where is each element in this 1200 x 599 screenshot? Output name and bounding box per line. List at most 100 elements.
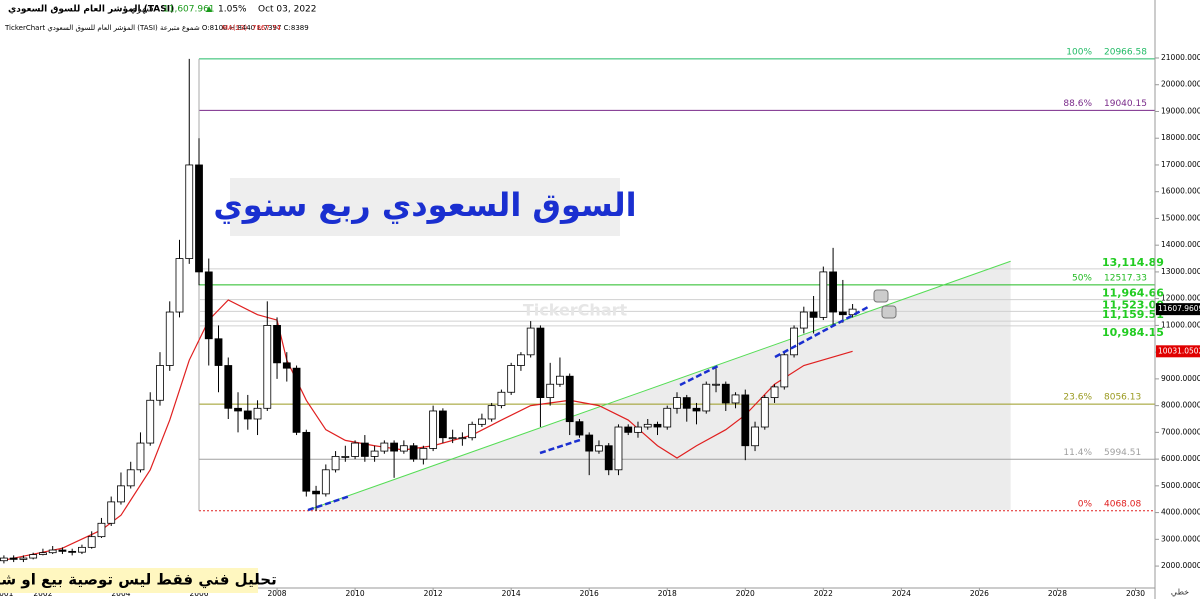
y-tick-label: 8000.0000 — [1161, 401, 1200, 410]
y-tick-label: 19000.0000 — [1161, 106, 1200, 115]
x-tick-label: 2001 — [0, 589, 14, 598]
date: Oct 03, 2022 — [258, 5, 317, 15]
candle-body — [126, 469, 135, 487]
candle-body — [517, 354, 525, 366]
candle-body — [175, 258, 184, 313]
candle-body — [234, 407, 242, 412]
x-tick-label: 2028 — [1048, 589, 1067, 598]
candle-body — [848, 308, 857, 316]
instrument-name: المؤشر العام للسوق السعودي (TASI) — [8, 5, 174, 15]
candle-body — [731, 394, 740, 404]
candle-body — [48, 549, 57, 554]
candle-body — [107, 501, 116, 524]
candle-body — [68, 550, 77, 553]
candle-body — [253, 407, 262, 420]
thumb-up-icon — [873, 289, 889, 303]
x-tick-label: 2006 — [189, 589, 208, 598]
candle-body — [9, 557, 18, 560]
x-tick-label: 2012 — [424, 589, 443, 598]
fib-price: 20966.58 — [1104, 47, 1147, 57]
up-arrow — [206, 6, 212, 12]
candle-body — [507, 365, 516, 393]
footnote: تحليل فني فقط ليس توصية بيع او شراء — [0, 571, 277, 589]
candle-body — [224, 365, 233, 409]
x-tick-label: 2018 — [658, 589, 677, 598]
y-tick-label: 7000.0000 — [1161, 427, 1200, 436]
candle-body — [604, 445, 613, 471]
support-dash — [307, 494, 351, 512]
candle-body — [214, 338, 223, 366]
last-price: 11,607.961 — [163, 5, 215, 15]
candle-body — [39, 552, 47, 555]
y-tick-label: 18000.0000 — [1161, 133, 1200, 142]
y-tick-label: 17000.0000 — [1161, 160, 1200, 169]
y-tick-label: 6000.0000 — [1161, 454, 1200, 463]
y-tick-label: 4000.0000 — [1161, 508, 1200, 517]
period: شهري — [130, 5, 154, 15]
candle-body — [809, 311, 818, 318]
level-label: 11,523.00 — [1102, 298, 1164, 311]
candle-body — [741, 394, 750, 447]
candle-body — [526, 327, 535, 356]
candle-body — [624, 426, 633, 433]
candle-body — [497, 391, 506, 407]
y-tick-label: 12000.0000 — [1161, 294, 1200, 303]
candle-body — [390, 442, 399, 452]
ma-label: MA(13) — [222, 24, 247, 32]
candle-body — [263, 324, 272, 409]
candle-body — [204, 271, 213, 340]
candle-body — [429, 410, 438, 449]
candle-body — [702, 383, 711, 412]
watermark: TickerChart — [523, 301, 628, 320]
candle-body — [556, 375, 564, 385]
candle-body — [282, 362, 291, 369]
candle-body — [351, 442, 359, 457]
x-tick-label: 2004 — [111, 589, 130, 598]
ma-value: 7867.74 — [252, 24, 281, 32]
candle-body — [78, 546, 86, 553]
candle-body — [458, 437, 467, 440]
title: السوق السعودي ربع سنوي — [213, 186, 636, 224]
candle-body — [419, 448, 428, 460]
candle-body — [409, 445, 418, 460]
x-tick-label: 2030 — [1126, 589, 1145, 598]
x-tick-label: 2024 — [892, 589, 911, 598]
y-tick-label: 3000.0000 — [1161, 534, 1200, 543]
candle-body — [468, 423, 477, 439]
y-tick-label: 9000.0000 — [1161, 374, 1200, 383]
x-tick-label: 2002 — [33, 589, 52, 598]
candle-body — [321, 469, 330, 495]
candle-body — [546, 383, 555, 399]
price-badge — [1156, 345, 1200, 358]
ohlc-line: TickerChart المؤشر العام للسوق السعودي (… — [4, 24, 309, 32]
candle-body — [195, 164, 203, 273]
fib-ratio: 88.6% — [1063, 99, 1092, 109]
candle-body — [185, 164, 194, 259]
price-badge — [1156, 303, 1200, 316]
candle-body — [721, 383, 730, 404]
change: 1.05% — [218, 5, 247, 15]
candle-body — [692, 407, 701, 412]
fib-price: 5994.51 — [1104, 448, 1141, 458]
footnote-box — [0, 568, 258, 593]
support-dash — [679, 364, 719, 387]
level-label: 13,114.89 — [1102, 256, 1164, 269]
candle-body — [156, 365, 164, 401]
fib-ratio: 100% — [1066, 47, 1092, 57]
candle-body — [799, 311, 808, 329]
price-badge-label: 11607.9609 — [1158, 304, 1200, 313]
fib-price: 4068.08 — [1104, 499, 1141, 509]
candle-body — [673, 397, 681, 409]
candle-body — [87, 536, 96, 548]
candle-body — [165, 311, 174, 366]
candle-body — [712, 383, 720, 386]
candle-body — [399, 445, 408, 452]
candle-body — [614, 426, 623, 471]
candle-body — [565, 375, 574, 423]
title-box — [230, 178, 620, 236]
candle-body — [331, 456, 340, 471]
candle-body — [243, 410, 252, 420]
x-tick-label: 2026 — [970, 589, 989, 598]
candle-body — [146, 399, 155, 444]
